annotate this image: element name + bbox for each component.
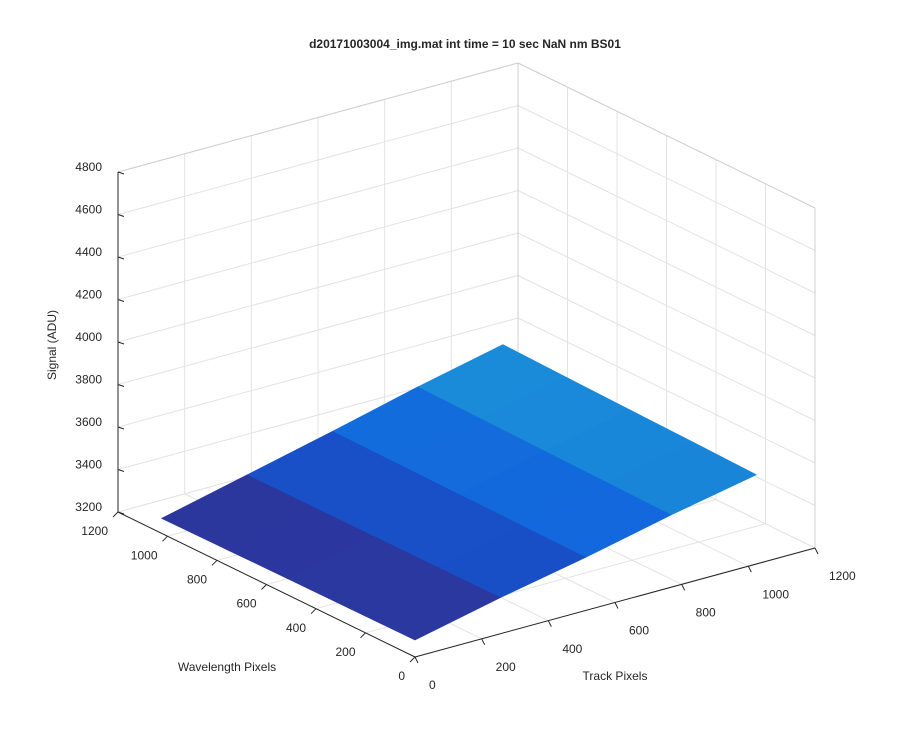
y-tick: [162, 535, 168, 542]
y-tick-label: 1200: [81, 524, 108, 538]
z-axis-label: Signal (ADU): [45, 310, 59, 380]
z-tick-label: 4400: [75, 245, 102, 259]
x-tick-label: 800: [696, 606, 716, 620]
x-axis-label: Track Pixels: [583, 669, 648, 683]
z-tick-label: 3600: [75, 415, 102, 429]
x-tick: [481, 638, 486, 646]
z-tick-label: 4800: [75, 160, 102, 174]
z-tick: [117, 214, 125, 217]
y-tick: [112, 511, 119, 518]
grid-line: [117, 190, 519, 300]
z-tick: [117, 426, 125, 430]
z-tick-label: 4600: [75, 203, 102, 217]
z-tick-label: 4000: [75, 330, 102, 344]
x-tick: [614, 602, 619, 609]
y-tick-label: 400: [286, 621, 306, 635]
y-tick-label: 200: [335, 645, 355, 659]
y-axis-label: Wavelength Pixels: [178, 660, 276, 674]
y-tick-label: 600: [236, 597, 256, 611]
grid-line: [517, 147, 816, 294]
y-tick: [360, 632, 366, 639]
z-tick: [117, 299, 125, 302]
box-edge: [517, 62, 816, 209]
y-tick-label: 0: [398, 669, 405, 683]
x-tick-label: 1000: [762, 587, 789, 601]
z-tick: [117, 341, 125, 345]
x-tick-label: 200: [496, 660, 516, 674]
grid-line: [517, 317, 816, 464]
grid-line: [117, 317, 519, 428]
y-tick: [211, 559, 218, 566]
x-tick: [414, 656, 419, 664]
x-tick-label: 600: [629, 624, 649, 638]
y-tick: [409, 656, 416, 663]
grid-line: [117, 232, 519, 343]
chart-title: d20171003004_img.mat int time = 10 sec N…: [309, 37, 621, 51]
x-tick: [547, 620, 552, 627]
surface-patch: [350, 566, 502, 641]
box-edge: [117, 62, 519, 173]
z-tick: [117, 171, 125, 175]
z-tick: [117, 256, 125, 260]
z-tick-label: 3200: [75, 500, 102, 514]
y-tick-label: 800: [187, 573, 207, 587]
grid-line: [517, 275, 816, 421]
grid-line: [117, 275, 519, 385]
grid-line: [517, 105, 816, 251]
z-tick-label: 3800: [75, 373, 102, 387]
z-tick: [117, 384, 125, 387]
x-tick-label: 1200: [829, 569, 856, 583]
x-tick-label: 400: [562, 642, 582, 656]
x-tick: [814, 547, 819, 555]
x-tick-label: 0: [429, 678, 436, 692]
x-tick: [747, 565, 752, 573]
grid-line: [517, 232, 816, 379]
z-tick-label: 4200: [75, 288, 102, 302]
grid-line: [517, 190, 816, 336]
y-tick: [310, 608, 317, 615]
y-tick: [261, 584, 267, 590]
z-tick: [117, 511, 125, 515]
x-tick: [681, 584, 686, 591]
grid-line: [117, 105, 519, 215]
grid-line: [117, 147, 519, 258]
z-tick-label: 3400: [75, 458, 102, 472]
y-tick-label: 1000: [131, 548, 158, 562]
z-tick: [117, 469, 125, 472]
